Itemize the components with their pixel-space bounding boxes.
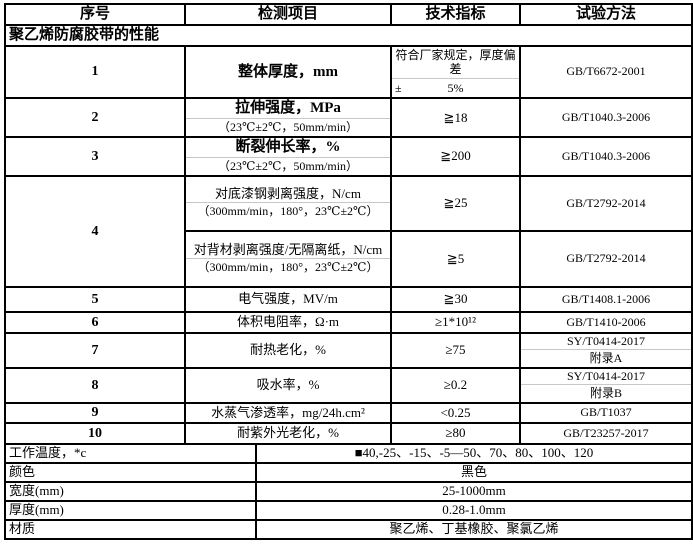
item-cell: 耐热老化，% xyxy=(184,331,392,369)
item-cell: 电气强度，MV/m xyxy=(184,285,392,313)
item-cell: 断裂伸长率，% （23℃±2℃，50mm/min） xyxy=(184,136,392,177)
method-cell: GB/T1040.3-2006 xyxy=(519,97,693,139)
header-spec: 技术指标 xyxy=(390,3,521,26)
row-num: 8 xyxy=(4,366,186,404)
table-row-10: 10 耐紫外光老化，% ≥80 GB/T23257-2017 xyxy=(4,421,693,445)
spec-cell: ≧30 xyxy=(390,285,521,313)
spec-cell: ≥75 xyxy=(390,331,521,369)
row-num: 5 xyxy=(4,285,186,313)
item-cell: 耐紫外光老化，% xyxy=(184,421,392,445)
spec-note: 符合厂家规定，厚度偏差 xyxy=(395,47,516,76)
row-num: 1 xyxy=(4,44,186,100)
table-row-5: 5 电气强度，MV/m ≧30 GB/T1408.1-2006 xyxy=(4,285,693,313)
property-value: ■40,-25、-15、-5—50、70、80、100、120 xyxy=(255,442,693,464)
table-row-1: 1 整体厚度，mm 符合厂家规定，厚度偏差 ± 5% GB/T6672-2001 xyxy=(4,44,693,100)
method-standard: SY/T0414-2017 xyxy=(567,368,645,383)
property-row-color: 颜色 黑色 xyxy=(4,461,693,483)
table-row-8: 8 吸水率，% ≥0.2 SY/T0414-2017 附录B xyxy=(4,366,693,404)
spec-cell: ≧5 xyxy=(390,229,521,288)
spec-tolerance-row: ± 5% xyxy=(393,78,518,96)
method-appendix: 附录B xyxy=(522,383,690,401)
property-row-thickness: 厚度(mm) 0.28-1.0mm xyxy=(4,499,693,521)
row-num: 2 xyxy=(4,97,186,139)
item-cell: 拉伸强度，MPa （23℃±2℃，50mm/min） xyxy=(184,97,392,139)
property-label: 厚度(mm) xyxy=(4,499,257,521)
item-condition: （300mm/min，180°，23℃±2℃） xyxy=(187,202,389,220)
row-num: 6 xyxy=(4,310,186,334)
row-num: 3 xyxy=(4,136,186,177)
item-cell: 对底漆钢剥离强度，N/cm （300mm/min，180°，23℃±2℃） xyxy=(184,174,392,232)
method-appendix: 附录A xyxy=(522,348,690,366)
table-row-4b: 对背材剥离强度/无隔离纸，N/cm （300mm/min，180°，23℃±2℃… xyxy=(5,229,693,288)
spec-table: 序号 检测项目 技术指标 试验方法 聚乙烯防腐胶带的性能 1 整体厚度，mm 符… xyxy=(4,3,693,445)
method-cell: SY/T0414-2017 附录B xyxy=(519,366,693,404)
tolerance-value: 5% xyxy=(447,81,464,96)
section-row: 聚乙烯防腐胶带的性能 xyxy=(4,23,693,47)
method-cell: GB/T1408.1-2006 xyxy=(519,285,693,313)
spec-cell: ≧25 xyxy=(390,174,521,232)
spec-cell: ≥80 xyxy=(390,421,521,445)
item-name: 对底漆钢剥离强度，N/cm xyxy=(215,186,361,202)
method-cell: GB/T2792-2014 xyxy=(519,174,693,232)
spec-cell: ≧200 xyxy=(390,136,521,177)
header-method: 试验方法 xyxy=(519,3,693,26)
spec-cell: ≧18 xyxy=(390,97,521,139)
property-row-material: 材质 聚乙烯、丁基橡胶、聚氯乙烯 xyxy=(4,518,693,540)
row-num: 10 xyxy=(4,421,186,445)
row-num: 4 xyxy=(4,174,186,288)
plus-minus-sign: ± xyxy=(395,81,402,96)
item-cell: 整体厚度，mm xyxy=(184,44,392,100)
item-cell: 水蒸气渗透率，mg/24h.cm² xyxy=(184,401,392,424)
property-label: 工作温度，*c xyxy=(4,442,257,464)
table-row-6: 6 体积电阻率，Ω·m ≥1*10¹² GB/T1410-2006 xyxy=(4,310,693,334)
table-row-3: 3 断裂伸长率，% （23℃±2℃，50mm/min） ≧200 GB/T104… xyxy=(4,136,693,177)
item-name: 整体厚度，mm xyxy=(238,63,338,80)
properties-table: 工作温度，*c ■40,-25、-15、-5—50、70、80、100、120 … xyxy=(4,442,693,540)
method-standard: SY/T0414-2017 xyxy=(567,333,645,348)
table-row-9: 9 水蒸气渗透率，mg/24h.cm² <0.25 GB/T1037 xyxy=(4,401,693,424)
section-title: 聚乙烯防腐胶带的性能 xyxy=(4,23,693,47)
property-label: 宽度(mm) xyxy=(4,480,257,502)
spec-cell: ≥1*10¹² xyxy=(390,310,521,334)
property-value: 黑色 xyxy=(255,461,693,483)
item-cell: 吸水率，% xyxy=(184,366,392,404)
spec-cell: <0.25 xyxy=(390,401,521,424)
property-label: 材质 xyxy=(4,518,257,540)
property-row-width: 宽度(mm) 25-1000mm xyxy=(4,480,693,502)
item-condition: （300mm/min，180°，23℃±2℃） xyxy=(187,257,389,276)
table-row-7: 7 耐热老化，% ≥75 SY/T0414-2017 附录A xyxy=(4,331,693,369)
table-header-row: 序号 检测项目 技术指标 试验方法 xyxy=(4,3,693,26)
method-cell: GB/T2792-2014 xyxy=(519,229,693,288)
property-value: 0.28-1.0mm xyxy=(255,499,693,521)
property-value: 25-1000mm xyxy=(255,480,693,502)
item-cell: 体积电阻率，Ω·m xyxy=(184,310,392,334)
item-name: 对背材剥离强度/无隔离纸，N/cm xyxy=(193,241,383,257)
method-cell: GB/T1040.3-2006 xyxy=(519,136,693,177)
item-name: 断裂伸长率，% xyxy=(235,139,341,156)
method-cell: SY/T0414-2017 附录A xyxy=(519,331,693,369)
spec-cell: 符合厂家规定，厚度偏差 ± 5% xyxy=(390,44,521,100)
item-condition: （23℃±2℃，50mm/min） xyxy=(187,156,389,174)
header-seq: 序号 xyxy=(4,3,186,26)
item-name: 拉伸强度，MPa xyxy=(235,100,341,117)
method-cell: GB/T1410-2006 xyxy=(519,310,693,334)
table-row-4a: 4 对底漆钢剥离强度，N/cm （300mm/min，180°，23℃±2℃） … xyxy=(4,174,693,288)
spec-cell: ≥0.2 xyxy=(390,366,521,404)
property-value: 聚乙烯、丁基橡胶、聚氯乙烯 xyxy=(255,518,693,540)
method-cell: GB/T6672-2001 xyxy=(519,44,693,100)
item-condition: （23℃±2℃，50mm/min） xyxy=(187,118,389,135)
row-num: 9 xyxy=(4,401,186,424)
item-cell: 对背材剥离强度/无隔离纸，N/cm （300mm/min，180°，23℃±2℃… xyxy=(184,229,392,288)
property-row-temperature: 工作温度，*c ■40,-25、-15、-5—50、70、80、100、120 xyxy=(4,442,693,464)
method-cell: GB/T23257-2017 xyxy=(519,421,693,445)
row-num: 7 xyxy=(4,331,186,369)
table-row-2: 2 拉伸强度，MPa （23℃±2℃，50mm/min） ≧18 GB/T104… xyxy=(4,97,693,139)
property-label: 颜色 xyxy=(4,461,257,483)
method-cell: GB/T1037 xyxy=(519,401,693,424)
header-item: 检测项目 xyxy=(184,3,392,26)
